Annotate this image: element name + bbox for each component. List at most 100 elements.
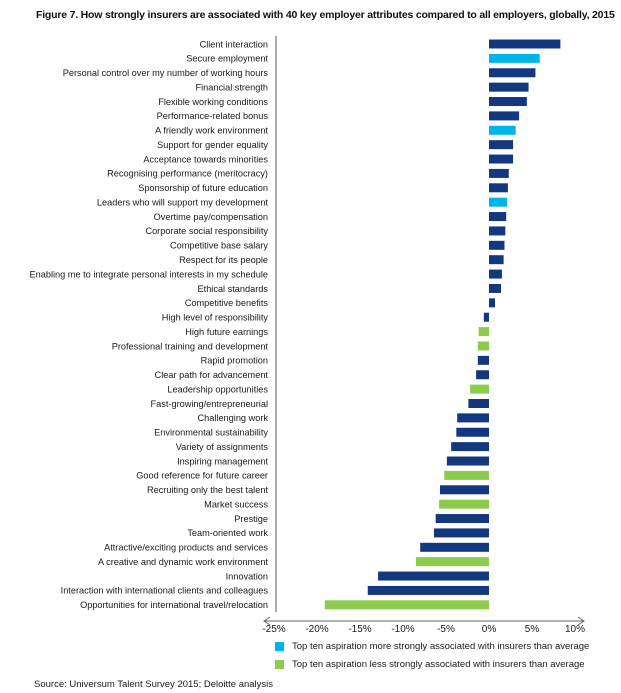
category-label: A creative and dynamic work environment (98, 557, 268, 567)
bar (489, 125, 516, 135)
x-tick-labels-group: -25% -20% -15% -10% -5% 0% 5% 10% (262, 624, 585, 635)
bar (435, 514, 489, 524)
x-tick-label: 5% (525, 624, 540, 635)
category-label: A friendly work environment (155, 126, 268, 136)
category-label: Competitive base salary (170, 241, 268, 251)
x-axis-left-arrow (263, 616, 271, 626)
bar (433, 528, 489, 538)
x-tick-label: 0% (482, 624, 497, 635)
source-note: Source: Universum Talent Survey 2015; De… (34, 679, 274, 690)
category-label: High level of responsibility (162, 313, 269, 323)
x-tick-label: -10% (391, 624, 414, 635)
legend-swatch-top-ten-less (275, 660, 284, 669)
category-labels-group: Client interaction Secure employment Perso… (30, 39, 269, 610)
bar (489, 53, 540, 63)
bar (489, 269, 502, 279)
bar (446, 456, 489, 466)
bar (468, 399, 489, 408)
category-label: Team-oriented work (187, 528, 268, 538)
category-label: Prestige (234, 514, 268, 524)
legend-swatch-top-ten-more (275, 642, 284, 651)
category-label: Personal control over my number of worki… (63, 68, 269, 78)
bar (470, 384, 489, 394)
bar (477, 355, 489, 365)
bar (489, 240, 505, 250)
category-label: Client interaction (200, 39, 268, 49)
bar (489, 212, 507, 222)
bar (489, 154, 514, 164)
category-label: Innovation (226, 571, 268, 581)
category-label: Recognising performance (meritocracy) (107, 169, 268, 179)
category-label: Good reference for future career (136, 471, 268, 481)
bar (489, 226, 506, 236)
category-label: Acceptance towards minorities (143, 154, 268, 164)
bar (457, 413, 489, 423)
x-tick-label: -25% (262, 624, 285, 635)
x-tick-label: -20% (305, 624, 328, 635)
bar (378, 571, 489, 581)
bar (324, 600, 489, 610)
category-label: Professional training and development (112, 341, 269, 351)
bars-group (324, 39, 561, 610)
category-label: Competitive benefits (185, 298, 269, 308)
category-label: Interaction with international clients a… (61, 586, 269, 596)
bar (456, 427, 489, 437)
bar (367, 585, 489, 595)
category-label: Support for gender equality (157, 140, 268, 150)
category-label: Sponsorship of future education (138, 183, 268, 193)
bar (489, 255, 504, 265)
bar (489, 298, 496, 308)
category-label: Clear path for advancement (155, 370, 269, 380)
category-label: Flexible working conditions (158, 97, 268, 107)
bar (489, 68, 536, 78)
category-label: Market success (204, 499, 268, 509)
bar (489, 183, 508, 193)
category-label: Ethical standards (198, 284, 269, 294)
chart-title: Figure 7. How strongly insurers are asso… (36, 9, 615, 21)
category-label: Attractive/exciting products and service… (104, 543, 268, 553)
x-tick-label: -15% (348, 624, 371, 635)
bar (489, 168, 509, 178)
bar (489, 82, 529, 92)
category-label: Secure employment (186, 54, 268, 64)
bar (489, 197, 508, 207)
category-label: Respect for its people (179, 255, 268, 265)
bar (478, 327, 489, 337)
legend-item-top-ten-less: Top ten aspiration less strongly associa… (275, 659, 585, 670)
category-label: High future earnings (185, 327, 268, 337)
x-tick-label: 10% (565, 624, 585, 635)
category-label: Recruiting only the best talent (147, 485, 268, 495)
bar (489, 111, 520, 121)
bar (477, 341, 489, 351)
category-label: Corporate social responsibility (145, 226, 268, 236)
bar (439, 499, 489, 509)
category-label: Enabling me to integrate personal intere… (30, 269, 269, 279)
category-label: Inspiring management (177, 456, 268, 466)
bar (439, 485, 489, 495)
bar (476, 370, 489, 380)
category-label: Fast-growing/entrepreneurial (151, 399, 268, 409)
bar (451, 442, 489, 452)
bar (489, 283, 502, 293)
category-label: Performance-related bonus (157, 111, 269, 121)
legend-label-top-ten-less: Top ten aspiration less strongly associa… (292, 659, 585, 670)
category-label: Challenging work (198, 413, 269, 423)
legend-item-top-ten-more: Top ten aspiration more strongly associa… (275, 641, 589, 652)
category-label: Financial strength (195, 82, 268, 92)
bar (489, 140, 514, 150)
bar (420, 542, 489, 552)
category-label: Variety of assignments (176, 442, 269, 452)
category-label: Rapid promotion (201, 356, 268, 366)
bar (489, 97, 527, 107)
bar (483, 312, 489, 322)
category-label: Overtime pay/compensation (154, 212, 268, 222)
x-axis-right-arrow (577, 616, 585, 626)
bar (444, 470, 489, 480)
category-label: Opportunities for international travel/r… (80, 600, 268, 610)
x-tick-label: -5% (437, 624, 455, 635)
x-axis: -25% -20% -15% -10% -5% 0% 5% 10% (262, 616, 585, 635)
category-label: Leaders who will support my development (97, 197, 269, 207)
category-label: Leadership opportunities (167, 384, 268, 394)
legend-label-top-ten-more: Top ten aspiration more strongly associa… (292, 641, 590, 652)
